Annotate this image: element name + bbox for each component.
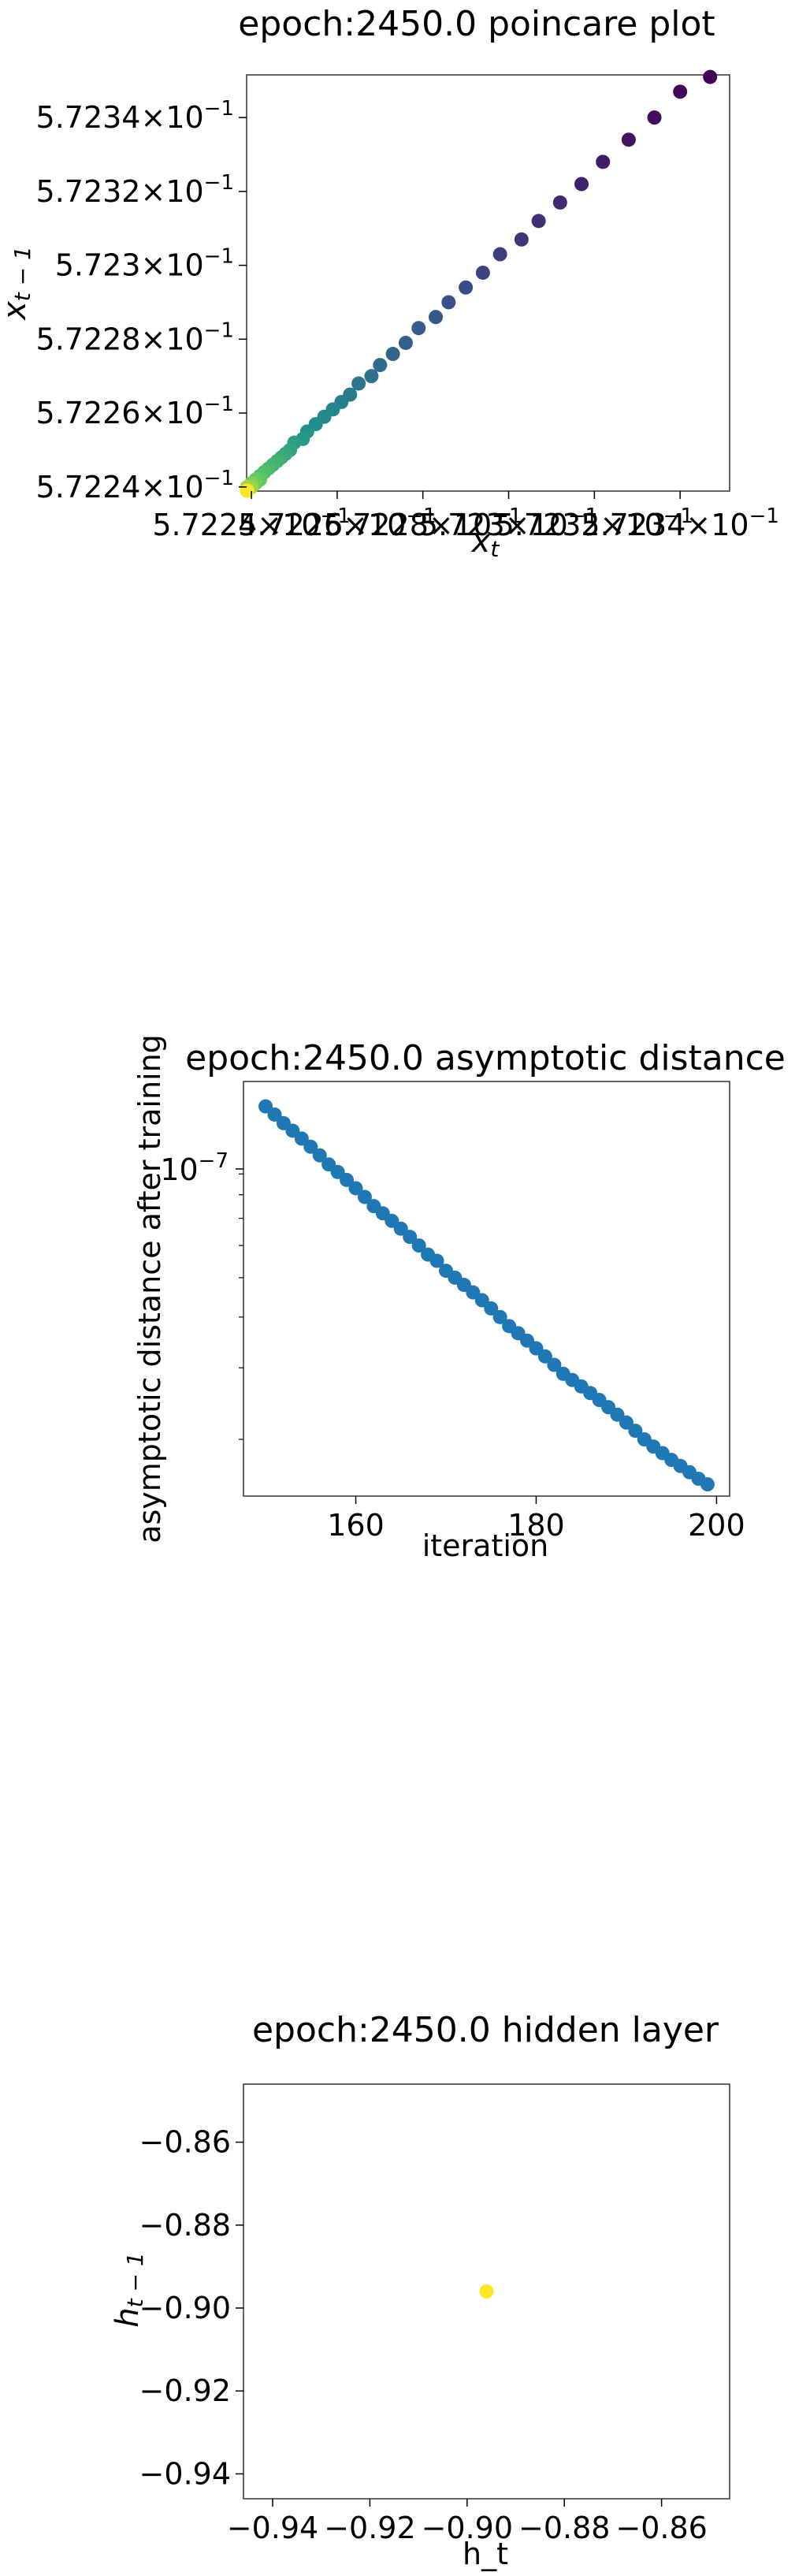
asymptotic-y-axis-label: asymptotic distance after training (132, 1034, 167, 1543)
asymptotic-point (357, 1189, 372, 1204)
poincare-points (240, 69, 718, 498)
asymptotic-y-minor-ticks (239, 1173, 243, 1440)
asymptotic-point (619, 1415, 634, 1430)
asymptotic-chart: epoch:2450.0 asymptotic distance 10−7 16… (132, 1034, 786, 1563)
poincare-point (411, 321, 426, 336)
poincare-y-axis-label: xt − 1 (0, 246, 35, 322)
hidden-layer-y-tick-label: −0.88 (139, 2208, 231, 2243)
hidden-layer-x-axis-label: h_t (463, 2537, 508, 2571)
asymptotic-point (484, 1301, 499, 1316)
hidden-layer-x-tick-label: −0.90 (422, 2511, 513, 2545)
asymptotic-plot-area (243, 1081, 730, 1497)
asymptotic-point (628, 1424, 643, 1439)
asymptotic-point (403, 1230, 418, 1245)
poincare-point (673, 84, 688, 99)
asymptotic-point (474, 1293, 489, 1308)
asymptotic-point (258, 1099, 273, 1114)
poincare-point (385, 347, 400, 362)
poincare-point (364, 369, 379, 384)
poincare-x-tick-label: 5.7234×10−1 (581, 504, 778, 542)
poincare-y-tick-label: 5.7232×10−1 (36, 171, 234, 209)
asymptotic-point (429, 1253, 444, 1268)
hidden-layer-y-tick-label: −0.92 (139, 2373, 231, 2408)
poincare-point (475, 265, 490, 280)
poincare-point (574, 177, 589, 192)
poincare-point (398, 335, 413, 350)
asymptotic-point (547, 1357, 562, 1372)
hidden-layer-x-tick-label: −0.86 (615, 2511, 707, 2545)
asymptotic-x-tick-label: 180 (507, 1508, 565, 1543)
poincare-y-tick-label: 5.7226×10−1 (36, 393, 234, 430)
poincare-y-tick-label: 5.7234×10−1 (36, 97, 234, 135)
poincare-point (429, 310, 444, 325)
asymptotic-points (258, 1099, 715, 1492)
poincare-point (492, 247, 507, 262)
asymptotic-point (267, 1107, 282, 1122)
poincare-y-tick-label: 5.723×10−1 (55, 245, 234, 283)
poincare-point (459, 280, 474, 295)
hidden-layer-y-ticks: −0.94 −0.92 −0.90 −0.88 −0.86 (139, 2125, 243, 2491)
asymptotic-point (529, 1341, 544, 1356)
hidden-layer-point (479, 2284, 494, 2299)
poincare-point (647, 110, 662, 125)
poincare-y-tick-label: 5.7224×10−1 (36, 467, 234, 504)
poincare-point (596, 154, 611, 169)
hidden-layer-x-ticks: −0.94 −0.92 −0.90 −0.88 −0.86 (227, 2499, 708, 2545)
asymptotic-point (312, 1148, 327, 1163)
poincare-y-tick-label: 5.7228×10−1 (36, 318, 234, 356)
poincare-y-ticks: 5.7224×10−1 5.7226×10−1 5.7228×10−1 5.723×1… (36, 97, 247, 504)
asymptotic-x-tick-label: 160 (327, 1508, 385, 1543)
asymptotic-point (294, 1131, 309, 1146)
poincare-x-tick-label: 5.7232×10−1 (496, 504, 693, 542)
poincare-x-ticks: 5.7224×10−15.7226×10−15.7228×10−15.723×1… (152, 491, 779, 542)
poincare-point (621, 132, 636, 147)
hidden-layer-chart: epoch:2450.0 hidden layer −0.94−0.92−0.9… (110, 2010, 730, 2571)
hidden-layer-points (479, 2284, 494, 2299)
asymptotic-x-ticks: 160 180 200 (327, 1496, 745, 1543)
poincare-point (703, 69, 718, 84)
hidden-layer-x-tick-label: −0.94 (227, 2511, 318, 2545)
poincare-point (373, 358, 388, 373)
poincare-x-tick-label: 5.7226×10−1 (238, 504, 436, 542)
poincare-point (552, 195, 567, 210)
asymptotic-point (348, 1181, 363, 1196)
asymptotic-point (537, 1349, 552, 1364)
poincare-x-tick-label: 5.7228×10−1 (324, 504, 522, 542)
hidden-layer-y-tick-label: −0.94 (139, 2456, 231, 2491)
hidden-layer-title: epoch:2450.0 hidden layer (252, 2010, 719, 2050)
asymptotic-x-tick-label: 200 (688, 1508, 745, 1543)
hidden-layer-y-tick-label: −0.86 (139, 2125, 231, 2160)
poincare-x-tick-label: 5.7224×10−1 (152, 504, 350, 542)
poincare-point (441, 295, 456, 310)
poincare-point (514, 232, 529, 247)
asymptotic-point (700, 1477, 715, 1492)
poincare-point (351, 376, 366, 391)
poincare-chart: epoch:2450.0 poincare plot 5.7224×10−15.… (0, 4, 779, 562)
asymptotic-y-tick-label: 10−7 (160, 1149, 229, 1187)
asymptotic-point (411, 1238, 426, 1253)
asymptotic-point (492, 1309, 507, 1324)
asymptotic-x-axis-label: iteration (422, 1528, 549, 1563)
asymptotic-point (393, 1221, 408, 1236)
poincare-title: epoch:2450.0 poincare plot (238, 4, 715, 44)
hidden-layer-plot-area (243, 2083, 730, 2500)
hidden-layer-y-tick-label: −0.90 (139, 2291, 231, 2325)
poincare-plot-area (246, 74, 730, 492)
asymptotic-point (340, 1172, 355, 1187)
hidden-layer-y-axis-label: ht − 1 (110, 2252, 148, 2327)
hidden-layer-x-tick-label: −0.92 (324, 2511, 415, 2545)
poincare-point (240, 483, 255, 498)
asymptotic-point (303, 1139, 318, 1154)
poincare-x-axis-label: xt (470, 523, 500, 562)
hidden-layer-x-tick-label: −0.88 (518, 2511, 610, 2545)
asymptotic-title: epoch:2450.0 asymptotic distance (185, 1038, 786, 1078)
poincare-point (531, 214, 546, 229)
